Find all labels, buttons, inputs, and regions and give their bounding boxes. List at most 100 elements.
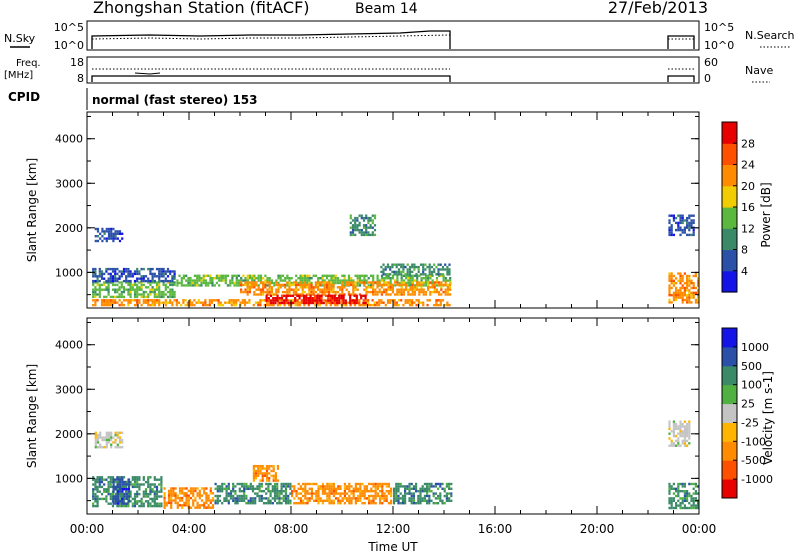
data-cell: [268, 290, 271, 294]
data-cell: [252, 303, 255, 307]
data-cell: [131, 483, 134, 486]
data-cell: [323, 274, 326, 277]
data-cell: [114, 446, 117, 449]
data-cell: [683, 434, 686, 438]
data-cell: [155, 478, 159, 481]
data-cell: [224, 279, 227, 282]
data-cell: [335, 301, 339, 305]
data-cell: [98, 295, 101, 299]
data-cell: [675, 277, 678, 280]
data-cell: [433, 303, 436, 307]
data-cell: [314, 274, 318, 277]
data-cell: [219, 303, 222, 307]
data-cell: [303, 283, 306, 287]
data-cell: [94, 431, 97, 434]
data-cell: [105, 279, 108, 283]
data-cell: [446, 283, 449, 287]
data-cell: [331, 301, 334, 305]
data-cell: [224, 301, 227, 304]
data-cell: [335, 487, 338, 490]
data-cell: [277, 283, 280, 287]
data-cell: [354, 487, 357, 490]
data-cell: [268, 472, 271, 475]
data-cell: [140, 279, 143, 283]
data-cell: [119, 490, 122, 493]
data-cell: [284, 277, 287, 280]
data-cell: [679, 233, 682, 237]
data-cell: [345, 283, 348, 287]
data-cell: [690, 497, 693, 500]
data-cell: [187, 496, 190, 500]
data-cell: [170, 489, 173, 493]
data-cell: [367, 216, 370, 220]
data-cell: [349, 233, 352, 237]
data-cell: [273, 490, 277, 493]
nave-tick-top: 60: [704, 56, 718, 69]
data-cell: [675, 490, 678, 493]
data-cell: [386, 263, 390, 266]
data-cell: [430, 270, 434, 274]
data-cell: [200, 277, 203, 280]
data-cell: [116, 237, 119, 240]
data-cell: [668, 427, 671, 431]
data-cell: [304, 492, 307, 495]
data-cell: [267, 502, 270, 505]
data-cell: [176, 496, 179, 500]
data-cell: [247, 499, 250, 502]
data-cell: [178, 496, 182, 500]
data-cell: [234, 485, 237, 488]
data-cell: [129, 490, 132, 493]
data-cell: [153, 497, 156, 501]
data-cell: [305, 301, 308, 305]
data-cell: [253, 279, 256, 282]
data-cell: [118, 436, 122, 439]
data-cell: [448, 263, 451, 266]
data-cell: [147, 476, 150, 479]
data-cell: [381, 492, 384, 495]
data-cell: [158, 272, 161, 276]
data-cell: [120, 504, 123, 508]
data-cell: [192, 504, 195, 507]
data-cell: [216, 494, 219, 498]
data-cell: [164, 301, 167, 304]
data-cell: [359, 482, 362, 486]
data-cell: [94, 497, 97, 501]
data-cell: [365, 216, 368, 220]
data-cell: [434, 482, 437, 486]
data-cell: [433, 281, 436, 284]
data-cell: [289, 499, 292, 502]
data-cell: [109, 303, 112, 307]
data-cell: [99, 237, 102, 240]
data-cell: [192, 492, 195, 495]
data-cell: [136, 480, 139, 484]
data-cell: [109, 502, 112, 505]
data-cell: [426, 303, 429, 307]
data-cell: [692, 286, 695, 290]
data-cell: [258, 497, 261, 500]
data-cell: [268, 283, 271, 287]
data-cell: [409, 277, 412, 280]
data-cell: [360, 228, 363, 232]
data-cell: [164, 303, 167, 307]
data-cell: [182, 299, 185, 302]
data-cell: [416, 286, 419, 289]
data-cell: [345, 303, 348, 307]
data-cell: [334, 277, 337, 280]
data-cell: [435, 273, 438, 276]
data-cell: [149, 490, 152, 493]
data-cell: [668, 277, 671, 280]
data-cell: [196, 494, 199, 497]
data-cell: [273, 482, 277, 486]
data-cell: [138, 288, 141, 291]
data-cell: [692, 482, 695, 486]
data-cell: [136, 283, 139, 287]
data-cell: [164, 270, 167, 273]
data-cell: [110, 431, 113, 434]
data-cell: [98, 476, 101, 479]
data-cell: [105, 270, 108, 273]
data-cell: [376, 279, 379, 282]
data-cell: [261, 477, 264, 480]
data-cell: [401, 485, 404, 488]
data-cell: [389, 293, 392, 296]
data-cell: [275, 290, 278, 294]
